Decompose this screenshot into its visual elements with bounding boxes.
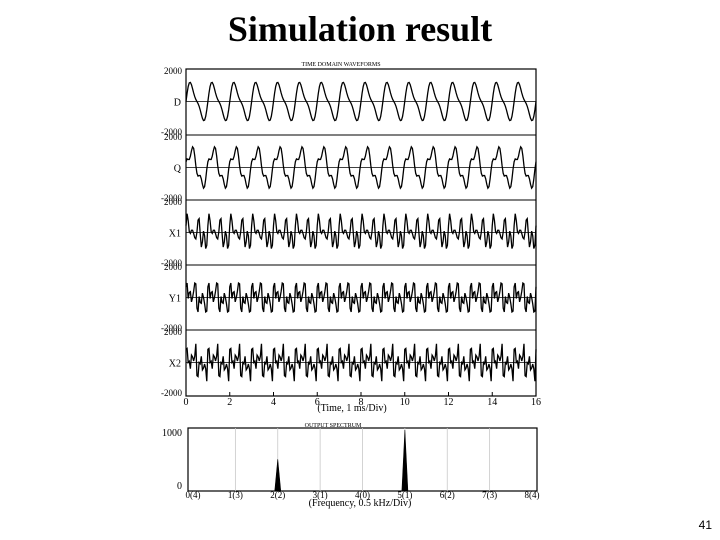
frequency-tick-label: 4(0) xyxy=(355,490,370,500)
frequency-tick-label: 3(1) xyxy=(313,490,328,500)
spectrum-chart: OUTPUT SPECTRUM 0(4) 1(3) 2(2) 3(1) 4(0) 5(1)… xyxy=(162,423,540,509)
y-tick-max: 2000 xyxy=(164,197,183,207)
y-tick-min: -2000 xyxy=(161,193,182,203)
slide-title: Simulation result xyxy=(227,9,493,49)
y-tick-min: -2000 xyxy=(161,258,182,268)
series-label-y1: Y1 xyxy=(169,294,181,305)
y-tick-max: 2000 xyxy=(164,132,183,142)
y-tick-min: -2000 xyxy=(161,127,182,137)
spectrum-y-tick-max: 1000 xyxy=(162,428,182,439)
series-label-d: D xyxy=(174,98,181,109)
waveform-y1 xyxy=(185,281,537,314)
panel-d: 2000 -2000 D xyxy=(161,66,537,137)
series-label-x1: X1 xyxy=(169,229,181,240)
time-domain-title: TIME DOMAIN WAVEFORMS xyxy=(301,62,380,68)
waveform-d xyxy=(185,81,537,122)
frequency-tick-label: 0(4) xyxy=(186,490,201,500)
time-tick-label: 10 xyxy=(400,397,410,408)
spectrum-title: OUTPUT SPECTRUM xyxy=(305,423,362,429)
waveform-panels: 2000-2000D2000-2000Q2000-2000X12000-2000… xyxy=(161,66,537,398)
panel-x1: 2000 -2000 X1 xyxy=(161,197,537,268)
waveform-q xyxy=(185,145,537,190)
panel-y1: 2000 -2000 Y1 xyxy=(161,262,537,333)
frequency-tick-label: 8(4) xyxy=(525,490,540,500)
page-number: 41 xyxy=(698,518,712,532)
y-tick-max: 2000 xyxy=(164,262,183,272)
time-tick-label: 12 xyxy=(444,397,454,408)
spectrum-bar-5(1) xyxy=(401,429,409,492)
frequency-tick-label: 7(3) xyxy=(482,490,497,500)
time-tick-label: 8 xyxy=(359,397,364,408)
time-tick-label: 4 xyxy=(271,397,276,408)
spectrum-y-tick-min: 0 xyxy=(177,481,182,492)
waveform-x1 xyxy=(185,213,537,249)
frequency-tick-label: 2(2) xyxy=(270,490,285,500)
time-axis-ticks: 0 2 4 6 8 10 12 14 16 xyxy=(184,392,541,408)
panel-q: 2000 -2000 Q xyxy=(161,132,537,203)
frequency-tick-label: 5(1) xyxy=(397,490,412,500)
y-tick-max: 2000 xyxy=(164,66,183,76)
frequency-axis-label: (Frequency, 0.5 kHz/Div) xyxy=(309,498,412,509)
series-label-q: Q xyxy=(174,164,182,175)
series-label-x2: X2 xyxy=(169,359,181,370)
time-tick-label: 14 xyxy=(487,397,497,408)
time-tick-label: 0 xyxy=(184,397,189,408)
panel-x2: 2000 -2000 X2 xyxy=(161,327,537,398)
time-domain-chart: TIME DOMAIN WAVEFORMS 2000-2000D2000-200… xyxy=(161,62,541,414)
time-tick-label: 6 xyxy=(315,397,320,408)
spectrum-grid xyxy=(234,428,491,491)
frequency-tick-label: 6(2) xyxy=(440,490,455,500)
spectrum-bar-2(2) xyxy=(274,459,282,492)
time-tick-label: 2 xyxy=(227,397,232,408)
spectrum-ticks: 0(4) 1(3) 2(2) 3(1) 4(0) 5(1) 6(2) 7(3) 8(4) 1000… xyxy=(162,428,540,500)
y-tick-min: -2000 xyxy=(161,323,182,333)
y-tick-max: 2000 xyxy=(164,327,183,337)
time-axis-label: (Time, 1 ms/Div) xyxy=(317,403,386,414)
frequency-tick-label: 1(3) xyxy=(228,490,243,500)
spectrum-bars xyxy=(274,429,409,492)
time-tick-label: 16 xyxy=(531,397,541,408)
waveform-x2 xyxy=(185,343,537,382)
y-tick-min: -2000 xyxy=(161,388,182,398)
